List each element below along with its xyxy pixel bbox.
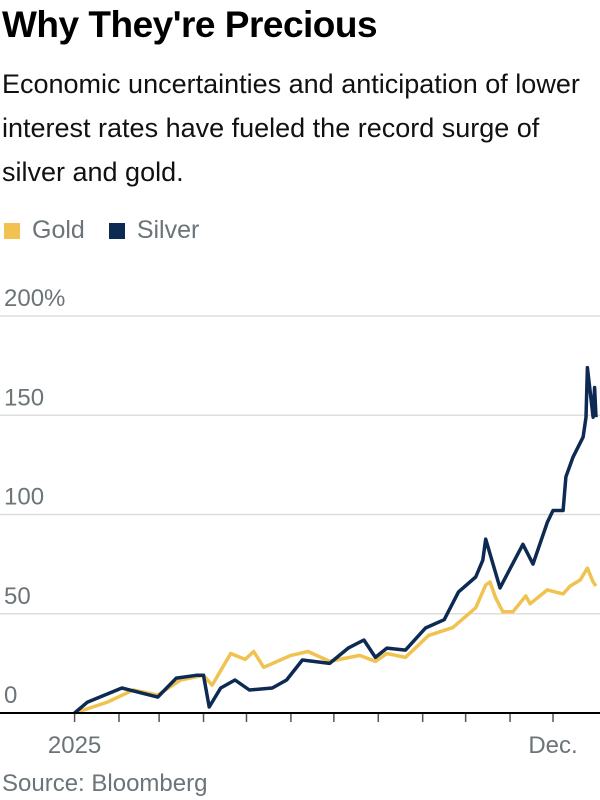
- legend: Gold Silver: [4, 216, 199, 245]
- y-tick-label: 0: [4, 682, 17, 709]
- chart-subtitle: Economic uncertainties and anticipation …: [2, 69, 580, 187]
- x-tick-label: 2025: [48, 732, 101, 759]
- y-tick-label: 50: [4, 583, 31, 610]
- x-tick-label: Dec.: [528, 732, 577, 759]
- series-line-silver: [73, 365, 598, 715]
- legend-item-gold: Gold: [4, 216, 85, 245]
- legend-swatch-silver: [108, 222, 125, 239]
- legend-item-silver: Silver: [108, 216, 200, 245]
- legend-label-gold: Gold: [32, 216, 85, 244]
- y-tick-label: 150: [4, 384, 44, 411]
- chart-title: Why They're Precious: [2, 4, 378, 45]
- legend-swatch-gold: [4, 222, 20, 239]
- y-tick-label: 100: [4, 484, 44, 511]
- series-line-gold: [74, 566, 598, 715]
- legend-label-silver: Silver: [136, 216, 200, 244]
- source-note: Source: Bloomberg: [2, 770, 208, 797]
- y-tick-label: 200%: [4, 285, 65, 312]
